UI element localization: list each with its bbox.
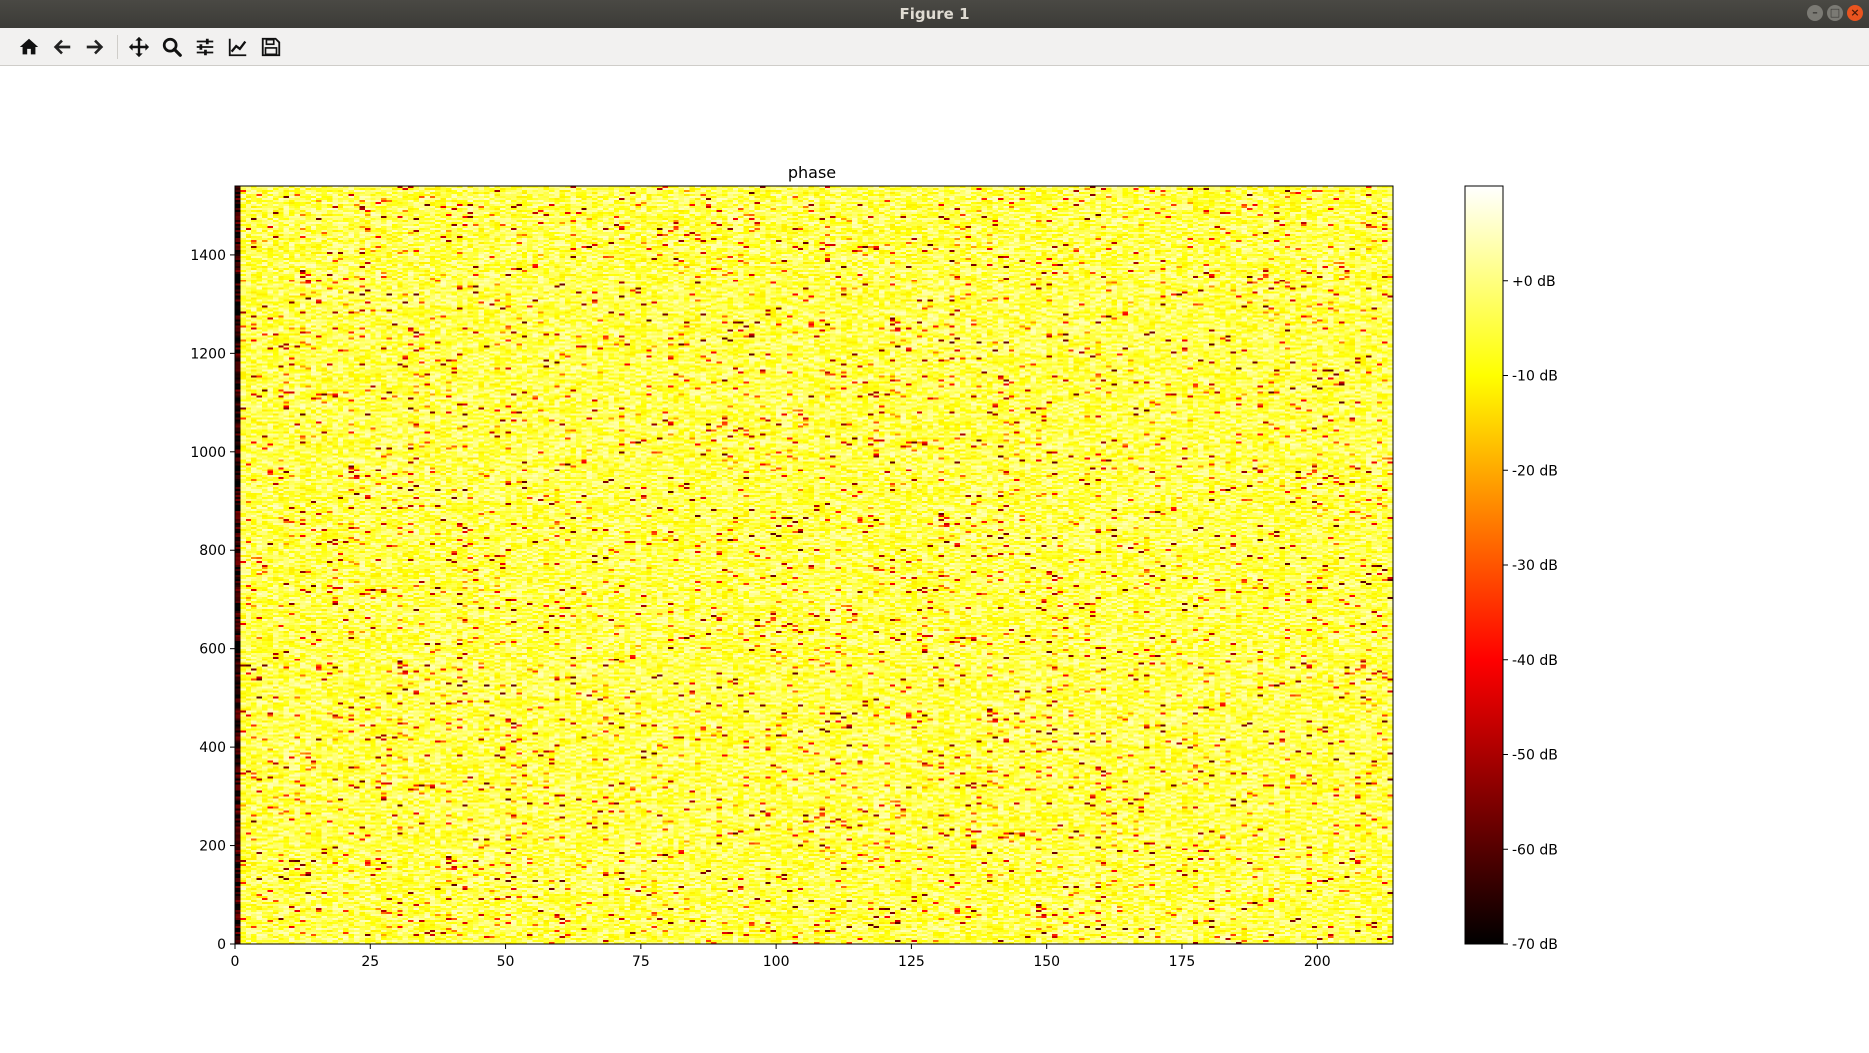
y-tick-label: 0 — [217, 937, 226, 953]
colorbar-axis: -70 dB -60 dB -50 dB -40 dB -30 dB -20 dB -10 … — [1503, 274, 1558, 953]
window-controls: – □ × — [1807, 5, 1863, 21]
pan-button[interactable] — [124, 32, 154, 62]
plot-frame — [234, 185, 1394, 945]
x-tick-label: 175 — [1169, 954, 1196, 970]
configure-subplots-button[interactable] — [190, 32, 220, 62]
minimize-button[interactable]: – — [1807, 5, 1823, 21]
pan-icon — [128, 36, 150, 57]
window-titlebar: Figure 1 – □ × — [0, 0, 1869, 28]
x-tick-label: 150 — [1033, 954, 1060, 970]
colorbar-tick-label: -70 dB — [1512, 937, 1558, 953]
window-title: Figure 1 — [899, 5, 970, 23]
y-tick-label: 400 — [199, 740, 226, 756]
toolbar-separator — [117, 34, 118, 59]
back-arrow-icon — [53, 39, 71, 54]
configure-subplots-icon — [196, 38, 214, 55]
y-tick-label: 1000 — [190, 445, 226, 461]
colorbar-tick-label: -20 dB — [1512, 463, 1558, 479]
x-tick-label: 50 — [497, 954, 515, 970]
x-tick-label: 0 — [231, 954, 240, 970]
colorbar-tick-label: +0 dB — [1512, 274, 1556, 290]
y-axis: 0 200 400 600 800 1000 1200 1400 — [190, 248, 235, 953]
home-button[interactable] — [14, 32, 44, 62]
y-tick-label: 200 — [199, 839, 226, 855]
y-tick-label: 800 — [199, 543, 226, 559]
colorbar-tick-label: -50 dB — [1512, 748, 1558, 764]
save-button[interactable] — [256, 32, 286, 62]
edit-axis-icon — [228, 38, 247, 56]
x-tick-label: 100 — [763, 954, 790, 970]
edit-axis-button[interactable] — [223, 32, 253, 62]
colorbar-tick-label: -40 dB — [1512, 653, 1558, 669]
x-tick-label: 75 — [632, 954, 650, 970]
close-button[interactable]: × — [1847, 5, 1863, 21]
x-tick-label: 25 — [361, 954, 379, 970]
save-icon — [261, 37, 281, 56]
forward-arrow-icon — [86, 39, 104, 54]
colorbar-tick-label: -30 dB — [1512, 558, 1558, 574]
x-axis: 0 25 50 75 100 125 150 175 200 — [231, 944, 1331, 970]
home-icon — [19, 38, 39, 54]
x-tick-label: 200 — [1304, 954, 1331, 970]
zoom-icon — [162, 37, 182, 57]
y-tick-label: 1400 — [190, 248, 226, 264]
y-tick-label: 1200 — [190, 346, 226, 362]
y-tick-label: 600 — [199, 642, 226, 658]
navigation-toolbar — [0, 28, 1869, 66]
heatmap-image — [235, 186, 1393, 944]
figure-canvas: phase 0 25 50 75 100 125 150 175 200 0 200 400 600 8… — [190, 163, 1558, 970]
maximize-button[interactable]: □ — [1827, 5, 1843, 21]
colorbar-tick-label: -10 dB — [1512, 369, 1558, 385]
colorbar: -70 dB -60 dB -50 dB -40 dB -30 dB -20 dB -10 … — [1464, 185, 1558, 953]
chart-title: phase — [788, 163, 836, 182]
colorbar-gradient — [1464, 185, 1504, 945]
back-button[interactable] — [47, 32, 77, 62]
colorbar-tick-label: -60 dB — [1512, 842, 1558, 858]
forward-button[interactable] — [80, 32, 110, 62]
zoom-button[interactable] — [157, 32, 187, 62]
x-tick-label: 125 — [898, 954, 925, 970]
